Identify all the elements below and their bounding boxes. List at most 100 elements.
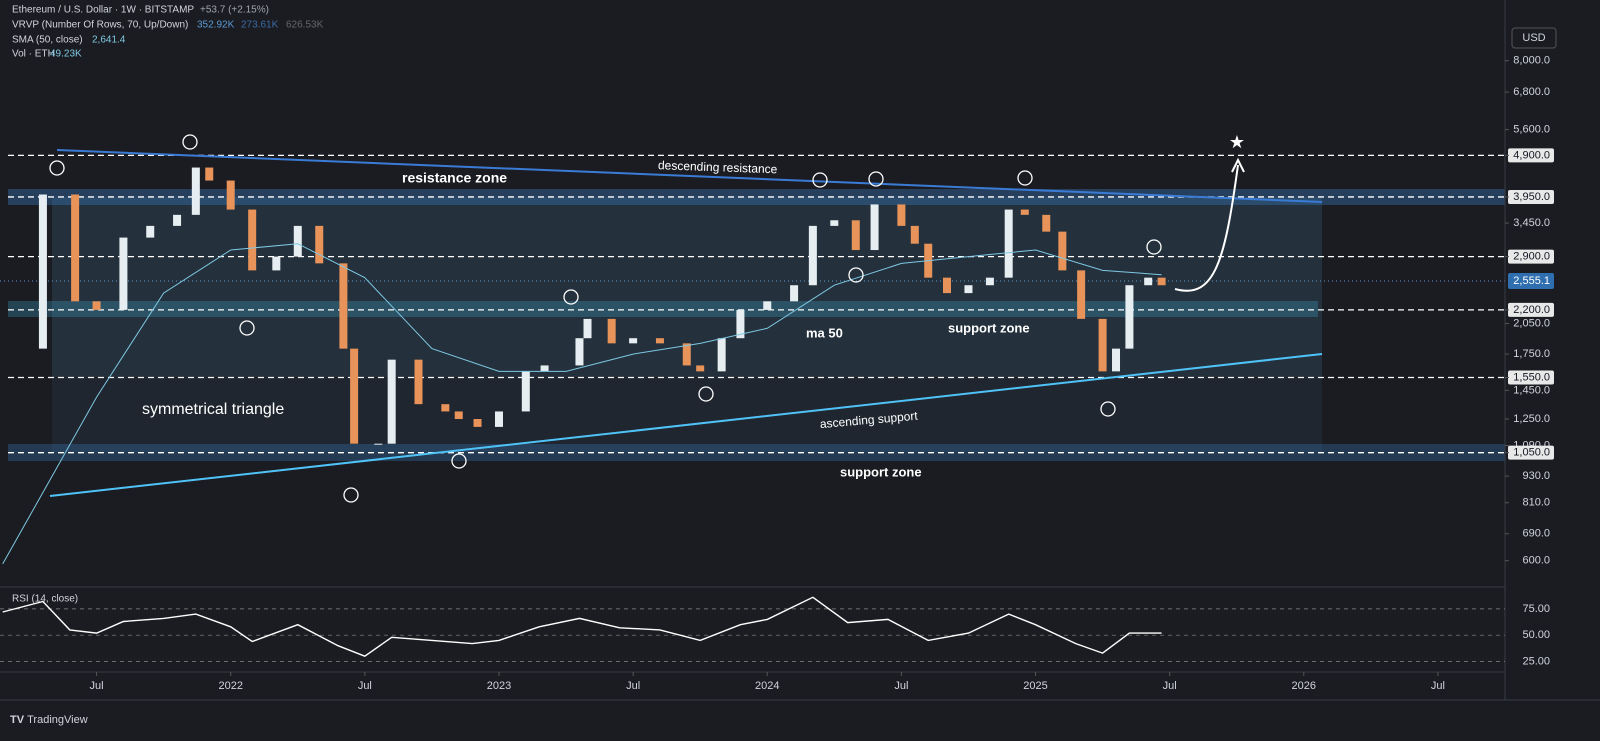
x-tick-label: Jul — [1163, 680, 1177, 692]
last-price-bg — [1508, 273, 1554, 290]
candle — [387, 359, 396, 444]
annotation: descending resistance — [658, 158, 778, 176]
brand: TV TradingView — [10, 714, 88, 726]
candle — [682, 343, 691, 366]
y-tick-label: 1,550.0 — [1513, 371, 1550, 383]
candle — [1058, 231, 1067, 271]
annotation: ma 50 — [806, 325, 843, 340]
candle — [1144, 277, 1153, 286]
y-tick-label: 5,600.0 — [1513, 123, 1550, 135]
level-label-bg — [1508, 189, 1554, 204]
y-tick-label: 690.0 — [1522, 528, 1550, 540]
candle — [851, 220, 860, 251]
support-band — [8, 301, 1318, 317]
level-label-bg — [1508, 249, 1554, 264]
candle — [71, 194, 80, 302]
x-tick-label: 2022 — [218, 680, 242, 692]
level-label-bg — [1508, 445, 1554, 460]
candle — [607, 318, 616, 344]
candle — [441, 404, 450, 412]
sma-line — [2, 243, 1162, 565]
rsi-tick-label: 50.00 — [1522, 629, 1550, 641]
candle — [985, 277, 994, 286]
level-label-bg — [1508, 148, 1554, 163]
last-price-label: 2,555.1 — [1513, 275, 1550, 287]
candle — [1020, 209, 1029, 215]
level-label-bg — [1508, 370, 1554, 385]
candle — [717, 338, 726, 372]
legend-vol-value: 49.23K — [50, 49, 82, 60]
candle — [942, 277, 951, 294]
resistance-band — [8, 189, 1505, 205]
candle — [119, 237, 128, 310]
annotation: support zone — [840, 464, 922, 479]
candle — [790, 285, 799, 302]
candle — [414, 359, 423, 405]
annotation: resistance zone — [402, 170, 507, 186]
candle — [540, 365, 549, 372]
x-tick-label: Jul — [626, 680, 640, 692]
pivot-icons — [49, 134, 1162, 503]
candle — [1077, 270, 1086, 319]
legend-vrvp-value: 626.53K — [286, 20, 324, 31]
candle — [1004, 209, 1013, 278]
arrow-head — [1231, 157, 1245, 173]
legend-vol: Vol · ETH — [12, 49, 55, 60]
legend-vrvp-value: 273.61K — [241, 20, 279, 31]
rsi-line — [2, 596, 1162, 657]
y-tick-label: 1,050.0 — [1513, 447, 1550, 459]
candle — [374, 443, 383, 445]
candle — [339, 263, 348, 349]
x-tick-label: 2024 — [755, 680, 779, 692]
y-tick-label: 2,900.0 — [1513, 250, 1550, 262]
candle — [293, 225, 302, 257]
x-tick-label: 2023 — [487, 680, 511, 692]
legend-change: +53.7 (+2.15%) — [200, 5, 269, 16]
projection-arrow — [1174, 164, 1239, 292]
rsi-title: RSI (14, close) — [12, 594, 78, 605]
candle — [583, 318, 592, 339]
currency[interactable]: USD — [1522, 32, 1545, 44]
level-label-bg — [1508, 302, 1554, 317]
rsi-tick-label: 25.00 — [1522, 655, 1550, 667]
candle — [575, 338, 584, 366]
y-tick-label: 1,750.0 — [1513, 348, 1550, 360]
support-band-low — [8, 444, 1505, 461]
candle — [808, 225, 817, 286]
candle — [1157, 277, 1166, 286]
plot — [2, 167, 1166, 565]
y-tick-label: 2,200.0 — [1513, 304, 1550, 316]
y-tick-label: 810.0 — [1522, 497, 1550, 509]
candle — [964, 285, 973, 294]
legend-sma-value: 2,641.4 — [92, 35, 126, 46]
legend-sma: SMA (50, close) — [12, 35, 83, 46]
candle — [191, 167, 200, 215]
annotation: support zone — [948, 320, 1030, 335]
legend-vrvp-value: 352.92K — [197, 20, 235, 31]
candle — [696, 365, 705, 372]
candle — [173, 214, 182, 226]
y-tick-label: 1,250.0 — [1513, 413, 1550, 425]
candle — [494, 411, 503, 427]
candle — [248, 209, 257, 271]
candle — [473, 419, 482, 427]
rsi-tick-label: 75.00 — [1522, 603, 1550, 615]
candle — [315, 225, 324, 264]
y-tick-label: 3,950.0 — [1513, 191, 1550, 203]
triangle-zone-low — [52, 377, 1322, 452]
candle — [1042, 214, 1051, 232]
candle — [1125, 285, 1134, 349]
currency-box[interactable] — [1511, 27, 1557, 49]
candle — [736, 309, 745, 339]
x-tick-label: Jul — [358, 680, 372, 692]
candle — [655, 338, 664, 344]
candle — [146, 225, 155, 238]
candle — [454, 411, 463, 420]
candle — [521, 371, 530, 412]
candle — [92, 301, 101, 310]
candle — [763, 301, 772, 310]
candle — [38, 194, 47, 349]
candle — [205, 167, 214, 181]
